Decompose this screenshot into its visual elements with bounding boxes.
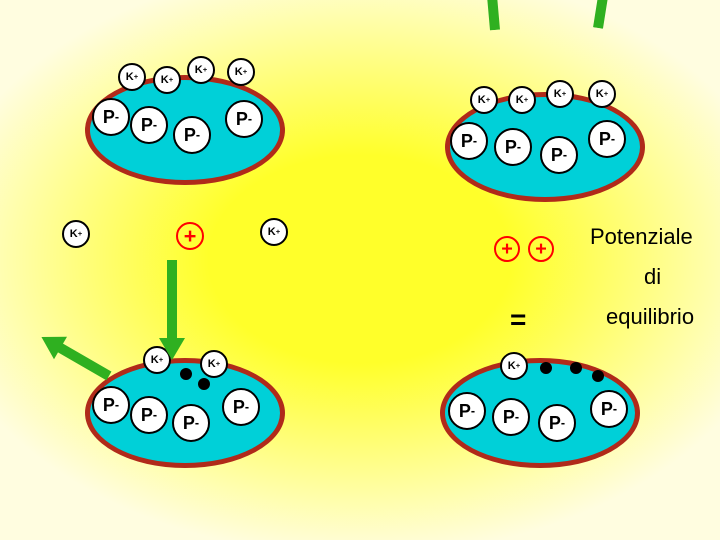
k-plus-ion: K+ — [187, 56, 215, 84]
k-plus-ion: K+ — [153, 66, 181, 94]
equals-sign: = — [510, 304, 526, 336]
p-minus-ion: P- — [173, 116, 211, 154]
k-plus-ion: K+ — [588, 80, 616, 108]
k-plus-ion: K+ — [200, 350, 228, 378]
p-minus-ion: P- — [588, 120, 626, 158]
k-plus-ion: K+ — [62, 220, 90, 248]
p-minus-ion: P- — [92, 98, 130, 136]
k-plus-ion: K+ — [546, 80, 574, 108]
dot — [570, 362, 582, 374]
dot — [592, 370, 604, 382]
p-minus-ion: P- — [130, 396, 168, 434]
k-plus-ion: K+ — [227, 58, 255, 86]
k-plus-ion: K+ — [470, 86, 498, 114]
p-minus-ion: P- — [540, 136, 578, 174]
p-minus-ion: P- — [130, 106, 168, 144]
p-minus-ion: P- — [448, 392, 486, 430]
p-minus-ion: P- — [92, 386, 130, 424]
p-minus-ion: P- — [494, 128, 532, 166]
plus-sign: + — [176, 222, 204, 250]
dot — [540, 362, 552, 374]
k-plus-ion: K+ — [260, 218, 288, 246]
p-minus-ion: P- — [538, 404, 576, 442]
p-minus-ion: P- — [172, 404, 210, 442]
p-minus-ion: P- — [225, 100, 263, 138]
dot — [180, 368, 192, 380]
caption-line: equilibrio — [606, 304, 694, 330]
k-plus-ion: K+ — [508, 86, 536, 114]
diagram-stage: K+K+K+K+P-P-P-P- K+K+K+K+P-P-P-P- K+K+P-… — [0, 0, 720, 540]
p-minus-ion: P- — [590, 390, 628, 428]
k-plus-ion: K+ — [500, 352, 528, 380]
dot — [198, 378, 210, 390]
caption-line: Potenziale — [590, 224, 693, 250]
k-plus-ion: K+ — [118, 63, 146, 91]
plus-sign: + — [528, 236, 554, 262]
p-minus-ion: P- — [450, 122, 488, 160]
p-minus-ion: P- — [222, 388, 260, 426]
p-minus-ion: P- — [492, 398, 530, 436]
plus-sign: + — [494, 236, 520, 262]
caption-line: di — [644, 264, 661, 290]
